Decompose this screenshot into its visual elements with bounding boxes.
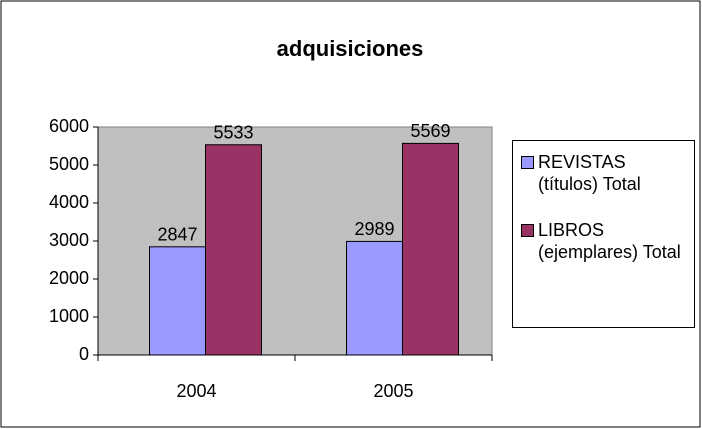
y-tick-label: 5000 bbox=[49, 154, 89, 174]
value-label: 5533 bbox=[213, 122, 253, 142]
legend: REVISTAS (títulos) Total LIBROS (ejemplar… bbox=[512, 140, 695, 328]
y-tick-label: 4000 bbox=[49, 192, 89, 212]
legend-entry: REVISTAS (títulos) Total bbox=[517, 151, 690, 195]
y-tick-label: 1000 bbox=[49, 306, 89, 326]
legend-entry: LIBROS (ejemplares) Total bbox=[517, 219, 690, 263]
chart-title: adquisiciones bbox=[277, 36, 424, 61]
legend-label: LIBROS (ejemplares) Total bbox=[538, 220, 681, 262]
y-tick-label: 6000 bbox=[49, 116, 89, 136]
value-label: 5569 bbox=[410, 121, 450, 141]
y-tick-label: 2000 bbox=[49, 268, 89, 288]
bar bbox=[149, 246, 206, 356]
x-tick-label: 2005 bbox=[373, 381, 413, 401]
bar bbox=[346, 240, 403, 356]
value-label: 2847 bbox=[157, 225, 197, 245]
bar bbox=[205, 144, 262, 356]
legend-label: REVISTAS (títulos) Total bbox=[538, 152, 641, 194]
legend-swatch bbox=[521, 156, 534, 169]
x-tick-label: 2004 bbox=[176, 381, 216, 401]
value-label: 2989 bbox=[354, 219, 394, 239]
legend-swatch bbox=[521, 224, 534, 237]
bar bbox=[402, 142, 459, 356]
y-tick-label: 0 bbox=[79, 344, 89, 364]
y-tick-label: 3000 bbox=[49, 230, 89, 250]
